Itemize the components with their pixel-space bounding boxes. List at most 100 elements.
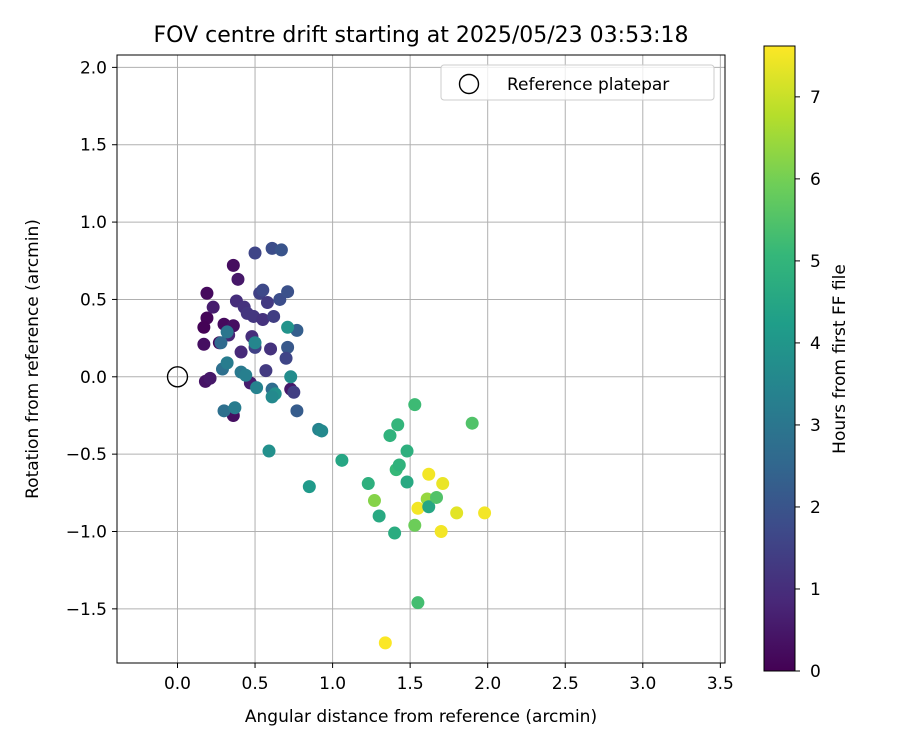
- scatter-point-70: [400, 475, 414, 489]
- scatter-point-59: [335, 453, 349, 467]
- scatter-point-82: [465, 416, 479, 430]
- colorbar-ticks: 0 1 2 3 4 5 6 7: [795, 88, 821, 682]
- scatter-point-49: [228, 401, 242, 415]
- x-tick-label: 3.0: [629, 674, 656, 694]
- scatter-point-80: [436, 477, 450, 491]
- grid: [117, 55, 725, 663]
- y-tick-label: 0.5: [80, 290, 107, 310]
- scatter-point-3: [197, 337, 211, 351]
- colorbar-tick-label: 3: [810, 416, 821, 436]
- chart-title: FOV centre drift starting at 2025/05/23 …: [154, 23, 689, 48]
- plot-background: [117, 55, 725, 663]
- scatter-point-27: [274, 243, 288, 257]
- legend-reference-circle-icon: [458, 73, 480, 95]
- scatter-point-30: [281, 340, 295, 354]
- colorbar: 0 1 2 3 4 5 6 7 Hours from first FF file: [763, 45, 850, 682]
- scatter-point-73: [411, 596, 425, 610]
- scatter-point-74: [411, 501, 425, 515]
- scatter-point-39: [287, 385, 301, 399]
- scatter-point-77: [422, 467, 436, 481]
- plot-frame: [116, 54, 726, 664]
- x-tick-label: 0.0: [164, 674, 191, 694]
- scatter-point-64: [383, 429, 397, 443]
- colorbar-tick-label: 7: [810, 88, 821, 108]
- legend-label: Reference platepar: [507, 75, 669, 95]
- scatter-point-65: [388, 526, 402, 540]
- scatter-point-58: [302, 480, 316, 494]
- colorbar-label: Hours from first FF file: [830, 264, 850, 454]
- scatter-point-20: [248, 246, 262, 260]
- scatter-point-63: [378, 636, 392, 650]
- reference-marker-layer: [166, 366, 189, 388]
- y-tick-label: 1.0: [80, 213, 107, 233]
- x-tick-label: 0.5: [242, 674, 269, 694]
- scatter-point-6: [206, 300, 220, 314]
- x-tick-label: 2.0: [474, 674, 501, 694]
- scatter-point-36: [248, 336, 262, 350]
- scatter-point-22: [256, 283, 270, 297]
- scatter-point-40: [290, 404, 304, 418]
- scatter-point-44: [220, 356, 234, 370]
- x-tick-label: 1.5: [397, 674, 424, 694]
- scatter-point-55: [262, 444, 276, 458]
- x-tick-label: 2.5: [552, 674, 579, 694]
- scatter-point-2: [197, 320, 211, 334]
- scatter-point-9: [226, 258, 240, 272]
- scatter-point-68: [392, 458, 406, 472]
- colorbar-gradient: [763, 45, 796, 672]
- y-tick-label: −1.5: [66, 600, 107, 620]
- scatter-point-48: [217, 404, 231, 418]
- scatter-point-72: [408, 518, 422, 532]
- colorbar-tick-label: 0: [810, 662, 821, 682]
- legend-box: [440, 64, 715, 101]
- scatter-point-79: [434, 524, 448, 538]
- y-axis-label: Rotation from reference (arcmin): [23, 219, 43, 499]
- scatter-point-54: [284, 370, 298, 384]
- x-axis-label: Angular distance from reference (arcmin): [245, 707, 597, 727]
- axis-ticks: 0.0 0.5 1.0 1.5 2.0 2.5 3.0 3.5 −1.5 −1.0 −0.5 0.0 0…: [66, 58, 734, 694]
- scatter-point-78: [430, 490, 444, 504]
- y-tick-label: 1.5: [80, 136, 107, 156]
- scatter-point-42: [220, 325, 234, 339]
- scatter-point-52: [265, 390, 279, 404]
- scatter-point-25: [267, 309, 281, 323]
- x-tick-label: 3.5: [707, 674, 734, 694]
- scatter-point-71: [408, 398, 422, 412]
- scatter-point-41: [214, 336, 228, 350]
- y-tick-label: 0.0: [80, 368, 107, 388]
- colorbar-tick-label: 1: [810, 580, 821, 600]
- x-tick-label: 1.0: [319, 674, 346, 694]
- reference-platepar-marker: [166, 366, 189, 388]
- scatter-point-53: [281, 320, 295, 334]
- scatter-point-32: [264, 342, 278, 356]
- scatter-point-76: [422, 500, 436, 514]
- scatter-point-47: [250, 381, 264, 395]
- scatter-point-0: [200, 286, 214, 300]
- y-tick-label: −1.0: [66, 522, 107, 542]
- scatter-point-24: [260, 296, 274, 310]
- scatter-point-62: [372, 509, 386, 523]
- scatter-point-81: [450, 506, 464, 520]
- scatter-point-16: [234, 345, 248, 359]
- scatter-points: [197, 241, 492, 650]
- scatter-point-83: [478, 506, 492, 520]
- scatter-point-67: [391, 418, 405, 432]
- scatter-point-33: [259, 364, 273, 378]
- scatter-point-69: [400, 444, 414, 458]
- legend: Reference platepar: [440, 64, 715, 101]
- colorbar-tick-label: 2: [810, 498, 821, 518]
- plot-area: 0.0 0.5 1.0 1.5 2.0 2.5 3.0 3.5 −1.5 −1.0 −0.5 0.0 0…: [66, 54, 734, 694]
- y-tick-label: 2.0: [80, 58, 107, 78]
- colorbar-tick-label: 5: [810, 252, 821, 272]
- scatter-point-57: [315, 424, 329, 438]
- scatter-point-61: [367, 494, 381, 508]
- scatter-point-46: [239, 368, 253, 382]
- scatter-point-10: [231, 272, 245, 286]
- colorbar-tick-label: 6: [810, 170, 821, 190]
- scatter-point-29: [281, 285, 295, 299]
- scatter-point-5: [203, 371, 217, 385]
- y-tick-label: −0.5: [66, 445, 107, 465]
- scatter-point-23: [256, 313, 270, 327]
- scatter-point-60: [361, 477, 375, 491]
